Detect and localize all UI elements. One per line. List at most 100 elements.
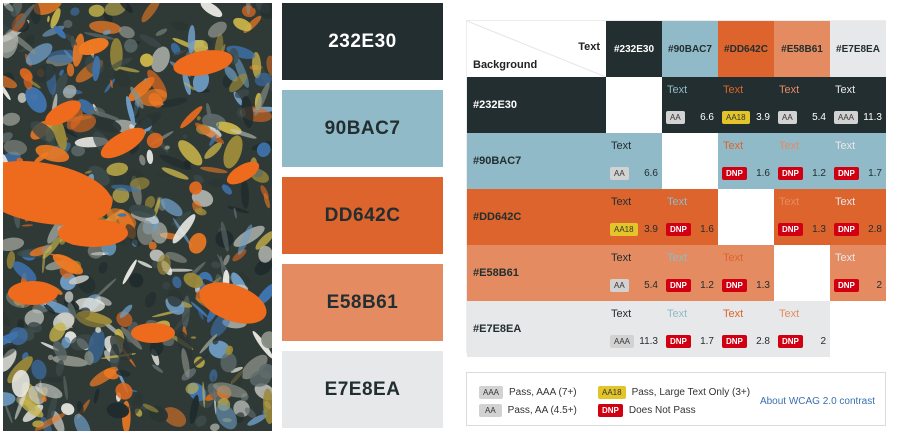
sample-text: Text (779, 140, 800, 152)
legend-aa: AA Pass, AA (4.5+) (479, 404, 577, 417)
legend-aaa-badge: AAA (479, 386, 504, 399)
legend-aa-badge: AA (479, 404, 502, 417)
corner-background-label: Background (473, 59, 538, 71)
matrix-cell: Text DNP 1.6 (662, 189, 718, 245)
contrast-ratio: 5.4 (644, 280, 658, 291)
contrast-badge: DNP (722, 335, 747, 348)
contrast-ratio: 2 (820, 336, 826, 347)
legend-aa18: AA18 Pass, Large Text Only (3+) (598, 386, 750, 399)
color-swatch-list: 232E30 90BAC7 DD642C E58B61 E7E8EA (282, 3, 443, 428)
contrast-ratio: 1.2 (812, 168, 826, 179)
row-header-232e30: #232E30 (467, 77, 606, 133)
sample-text: Text (667, 196, 688, 208)
contrast-badge: DNP (778, 335, 803, 348)
contrast-ratio: 11.3 (863, 112, 882, 123)
contrast-ratio: 1.3 (812, 224, 826, 235)
row-header-e7e8ea: #E7E8EA (467, 301, 606, 357)
sample-text: Text (779, 308, 800, 320)
sample-text: Text (835, 140, 856, 152)
matrix-cell: Text DNP 2 (774, 301, 830, 357)
matrix-cell-empty (606, 77, 662, 133)
contrast-ratio: 3.9 (644, 224, 658, 235)
row-header-dd642c: #DD642C (467, 189, 606, 245)
contrast-ratio: 3.9 (756, 112, 770, 123)
sample-text: Text (835, 84, 856, 96)
sample-text: Text (667, 308, 688, 320)
contrast-badge: DNP (666, 223, 691, 236)
contrast-ratio: 2 (876, 280, 882, 291)
contrast-badge: AA18 (722, 111, 750, 124)
legend-aaa: AAA Pass, AAA (7+) (479, 386, 577, 399)
color-swatch-e7e8ea: E7E8EA (282, 351, 443, 428)
matrix-cell: Text AA 6.6 (662, 77, 718, 133)
contrast-matrix: Text Background #232E30 #90BAC7 #DD642C #E5… (466, 20, 886, 357)
contrast-badge: AA (666, 111, 685, 124)
matrix-cell: Text DNP 1.7 (662, 301, 718, 357)
column-header-dd642c: #DD642C (718, 21, 774, 77)
contrast-badge: DNP (834, 223, 859, 236)
legend-aaa-text: Pass, AAA (7+) (509, 387, 577, 398)
matrix-cell: Text DNP 1.7 (830, 133, 886, 189)
row-header-90bac7: #90BAC7 (467, 133, 606, 189)
sample-text: Text (779, 84, 800, 96)
sample-text: Text (611, 252, 632, 264)
contrast-badge: AA (778, 111, 797, 124)
sample-text: Text (835, 252, 856, 264)
matrix-cell: Text DNP 1.2 (774, 133, 830, 189)
about-wcag-link[interactable]: About WCAG 2.0 contrast (759, 396, 875, 407)
contrast-badge: DNP (834, 279, 859, 292)
sample-text: Text (611, 308, 632, 320)
matrix-cell-empty (830, 301, 886, 357)
sample-text: Text (667, 252, 688, 264)
column-header-90bac7: #90BAC7 (662, 21, 718, 77)
matrix-cell: Text DNP 1.2 (662, 245, 718, 301)
sample-text: Text (723, 140, 744, 152)
contrast-ratio: 6.6 (644, 168, 658, 179)
contrast-ratio: 2.8 (868, 224, 882, 235)
abstract-painting-image (3, 3, 272, 431)
contrast-badge: AA (610, 167, 629, 180)
contrast-ratio: 1.6 (756, 168, 770, 179)
contrast-badge: AA (610, 279, 629, 292)
contrast-ratio: 1.7 (868, 168, 882, 179)
matrix-corner: Text Background (467, 21, 606, 77)
contrast-ratio: 1.7 (700, 336, 714, 347)
matrix-cell: Text AA18 3.9 (606, 189, 662, 245)
contrast-ratio: 2.8 (756, 336, 770, 347)
sample-text: Text (779, 196, 800, 208)
sample-text: Text (611, 196, 632, 208)
matrix-cell: Text DNP 1.6 (718, 133, 774, 189)
matrix-cell-empty (662, 133, 718, 189)
legend-dnp-badge: DNP (598, 404, 623, 417)
column-header-e58b61: #E58B61 (774, 21, 830, 77)
sample-text: Text (723, 252, 744, 264)
legend-dnp: DNP Does Not Pass (598, 404, 696, 417)
contrast-badge: AAA (834, 111, 859, 124)
matrix-cell: Text AA 5.4 (774, 77, 830, 133)
contrast-legend: AAA Pass, AAA (7+) AA Pass, AA (4.5+) AA… (466, 372, 886, 426)
matrix-cell: Text AAA 11.3 (830, 77, 886, 133)
sample-text: Text (611, 140, 632, 152)
matrix-cell: Text AA 6.6 (606, 133, 662, 189)
sample-text: Text (723, 308, 744, 320)
contrast-badge: DNP (666, 335, 691, 348)
contrast-badge: AA18 (610, 223, 638, 236)
sample-text: Text (835, 196, 856, 208)
sample-text: Text (667, 84, 688, 96)
legend-aa-text: Pass, AA (4.5+) (507, 405, 577, 416)
contrast-badge: DNP (666, 279, 691, 292)
sample-text: Text (723, 84, 744, 96)
color-swatch-90bac7: 90BAC7 (282, 90, 443, 167)
legend-dnp-text: Does Not Pass (628, 405, 696, 416)
color-swatch-dd642c: DD642C (282, 177, 443, 254)
color-swatch-e58b61: E58B61 (282, 264, 443, 341)
contrast-ratio: 6.6 (700, 112, 714, 123)
contrast-ratio: 5.4 (812, 112, 826, 123)
contrast-badge: DNP (722, 279, 747, 292)
contrast-ratio: 1.3 (756, 280, 770, 291)
contrast-badge: DNP (834, 167, 859, 180)
contrast-badge: DNP (778, 167, 803, 180)
column-header-e7e8ea: #E7E8EA (830, 21, 886, 77)
matrix-cell: Text DNP 1.3 (774, 189, 830, 245)
matrix-cell: Text DNP 1.3 (718, 245, 774, 301)
